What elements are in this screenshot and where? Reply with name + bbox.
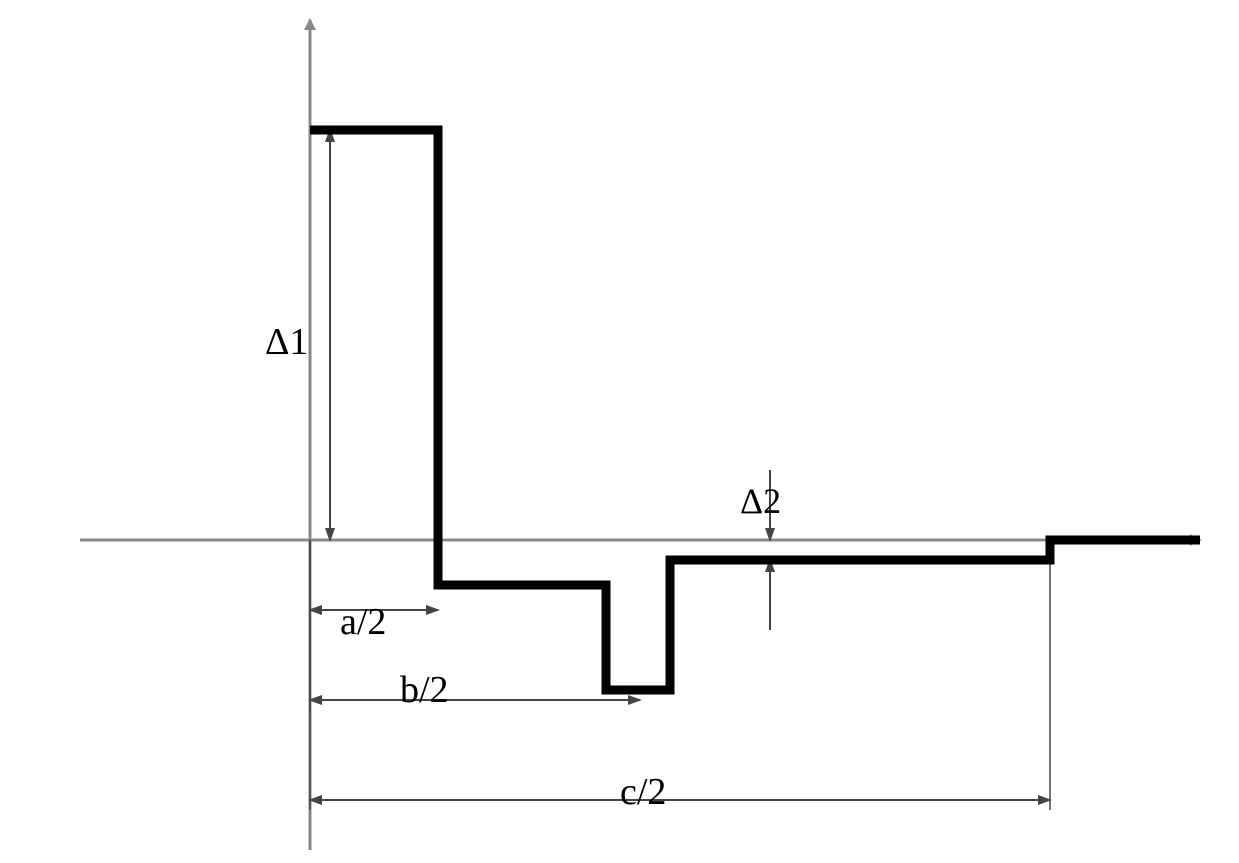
- label-delta2: Δ2: [740, 480, 781, 522]
- label-delta1: Δ1: [265, 320, 308, 364]
- label-a-half: a/2: [340, 600, 386, 644]
- label-b-half: b/2: [400, 668, 449, 712]
- label-c-half: c/2: [620, 770, 666, 814]
- profile-curve: [310, 130, 1200, 690]
- step-profile-diagram: [0, 0, 1239, 863]
- axes: [80, 20, 1200, 850]
